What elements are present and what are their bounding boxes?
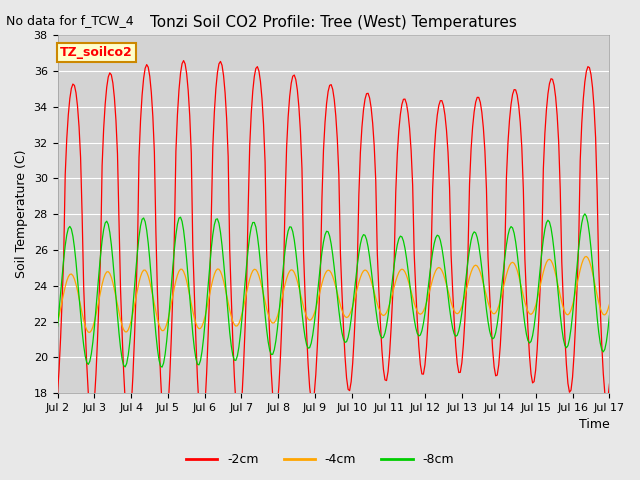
- Y-axis label: Soil Temperature (C): Soil Temperature (C): [15, 150, 28, 278]
- Text: No data for f_TCW_4: No data for f_TCW_4: [6, 14, 134, 27]
- Title: Tonzi Soil CO2 Profile: Tree (West) Temperatures: Tonzi Soil CO2 Profile: Tree (West) Temp…: [150, 15, 517, 30]
- Legend: -2cm, -4cm, -8cm: -2cm, -4cm, -8cm: [181, 448, 459, 471]
- Text: TZ_soilco2: TZ_soilco2: [60, 46, 133, 59]
- X-axis label: Time: Time: [579, 419, 609, 432]
